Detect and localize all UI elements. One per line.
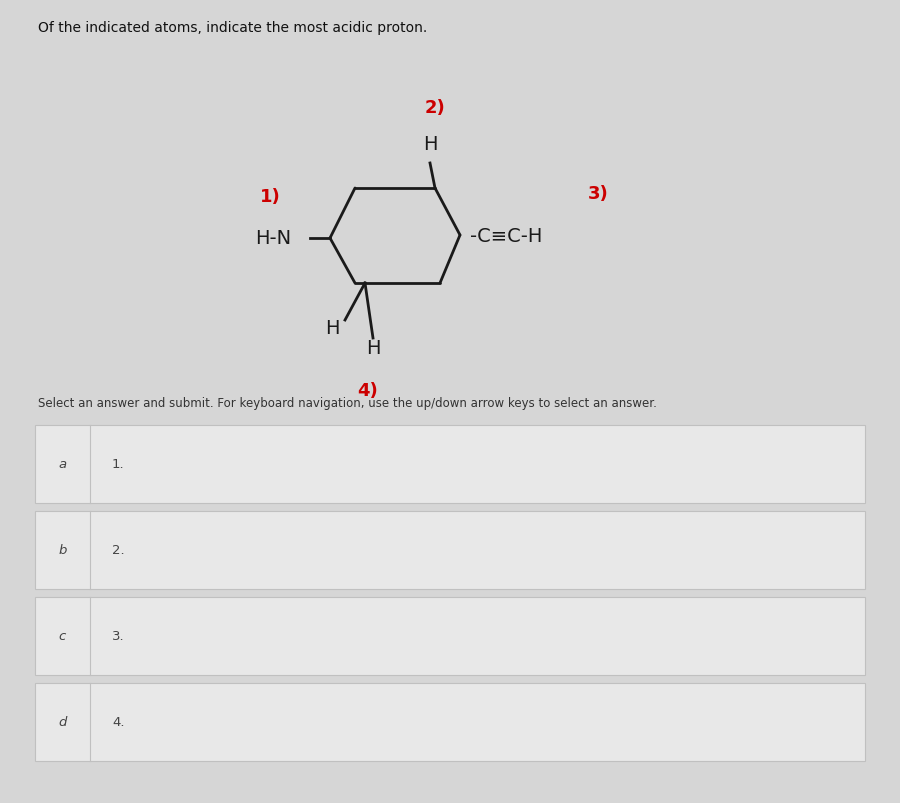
Text: H: H (325, 319, 339, 338)
Text: H-N: H-N (255, 229, 291, 248)
Text: c: c (58, 630, 66, 642)
Text: 3): 3) (588, 185, 608, 202)
Text: 2): 2) (425, 99, 446, 117)
Bar (35, 683, 865, 761)
Text: a: a (58, 458, 67, 471)
Text: 4): 4) (357, 381, 378, 400)
Text: 1.: 1. (112, 458, 124, 471)
Text: 4.: 4. (112, 715, 124, 728)
Text: H: H (423, 135, 437, 154)
Text: 3.: 3. (112, 630, 124, 642)
Bar (35, 597, 865, 675)
Bar (35, 426, 865, 503)
Text: -C≡C-H: -C≡C-H (470, 226, 543, 245)
Text: d: d (58, 715, 67, 728)
Text: 2.: 2. (112, 544, 124, 556)
Text: Of the indicated atoms, indicate the most acidic proton.: Of the indicated atoms, indicate the mos… (38, 21, 428, 35)
Text: Select an answer and submit. For keyboard navigation, use the up/down arrow keys: Select an answer and submit. For keyboar… (38, 397, 657, 410)
Text: b: b (58, 544, 67, 556)
Text: 1): 1) (260, 188, 281, 206)
Bar (35, 512, 865, 589)
Text: H: H (365, 339, 380, 358)
